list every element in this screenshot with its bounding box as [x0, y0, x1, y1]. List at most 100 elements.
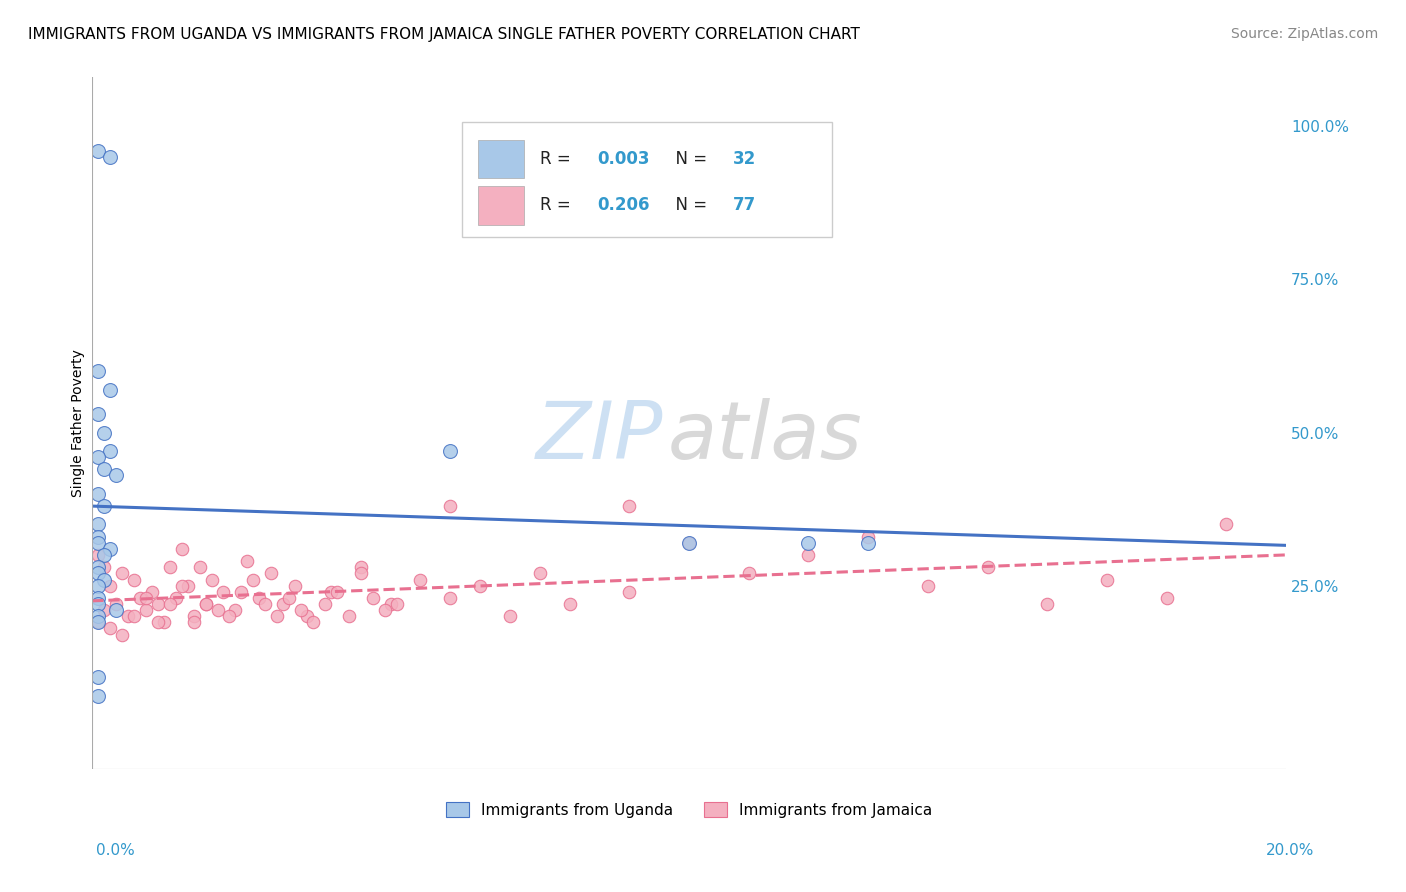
FancyBboxPatch shape: [478, 140, 524, 178]
Point: [374, 603, 396, 617]
Point: [87, 670, 110, 684]
Point: [98, 444, 121, 458]
Point: [176, 579, 198, 593]
Point: [319, 584, 342, 599]
Point: [87, 487, 110, 501]
Point: [153, 615, 176, 630]
Point: [98, 579, 121, 593]
Point: [183, 615, 205, 630]
Text: N =: N =: [665, 150, 713, 168]
Point: [499, 609, 522, 624]
FancyBboxPatch shape: [478, 186, 524, 225]
Point: [111, 627, 134, 641]
Text: 32: 32: [734, 150, 756, 168]
Point: [87, 535, 110, 549]
Point: [87, 560, 110, 574]
Point: [188, 560, 211, 574]
Point: [337, 609, 360, 624]
Point: [87, 579, 110, 593]
Point: [380, 597, 402, 611]
Point: [170, 541, 193, 556]
Point: [1036, 597, 1059, 611]
Point: [326, 584, 349, 599]
Point: [439, 499, 461, 513]
Point: [87, 566, 110, 581]
Point: [200, 573, 222, 587]
Point: [439, 444, 461, 458]
Text: atlas: atlas: [668, 398, 862, 476]
Point: [105, 468, 128, 483]
Point: [87, 615, 110, 630]
Point: [170, 579, 193, 593]
Text: 0.206: 0.206: [598, 196, 650, 214]
Point: [231, 584, 253, 599]
Point: [87, 689, 110, 703]
Point: [350, 566, 373, 581]
Point: [212, 584, 235, 599]
Point: [87, 597, 110, 611]
Point: [87, 364, 110, 378]
Point: [917, 579, 939, 593]
Point: [93, 548, 115, 562]
Point: [856, 530, 879, 544]
Point: [260, 566, 283, 581]
Text: 77: 77: [734, 196, 756, 214]
Text: R =: R =: [540, 196, 576, 214]
Point: [284, 579, 307, 593]
Point: [122, 573, 145, 587]
Point: [93, 560, 115, 574]
Point: [98, 541, 121, 556]
Point: [141, 584, 163, 599]
Text: 0.003: 0.003: [598, 150, 650, 168]
Point: [409, 573, 432, 587]
Point: [254, 597, 277, 611]
Point: [224, 603, 246, 617]
Point: [93, 603, 115, 617]
Text: Source: ZipAtlas.com: Source: ZipAtlas.com: [1230, 27, 1378, 41]
Point: [194, 597, 217, 611]
Point: [194, 597, 217, 611]
Point: [135, 591, 157, 605]
Point: [93, 499, 115, 513]
Point: [797, 548, 820, 562]
Point: [183, 609, 205, 624]
Point: [678, 535, 700, 549]
Point: [87, 615, 110, 630]
Point: [159, 597, 181, 611]
Point: [295, 609, 318, 624]
Point: [135, 603, 157, 617]
Legend: Immigrants from Uganda, Immigrants from Jamaica: Immigrants from Uganda, Immigrants from …: [440, 796, 938, 824]
Y-axis label: Single Father Poverty: Single Father Poverty: [72, 350, 86, 498]
Point: [1215, 517, 1237, 532]
Point: [1156, 591, 1178, 605]
Point: [159, 560, 181, 574]
FancyBboxPatch shape: [463, 122, 832, 236]
Text: 0.0%: 0.0%: [96, 843, 135, 858]
Text: N =: N =: [665, 196, 713, 214]
Point: [470, 579, 492, 593]
Point: [266, 609, 288, 624]
Text: R =: R =: [540, 150, 576, 168]
Text: 20.0%: 20.0%: [1267, 843, 1315, 858]
Point: [207, 603, 229, 617]
Point: [385, 597, 408, 611]
Point: [146, 597, 169, 611]
Point: [146, 615, 169, 630]
Point: [87, 517, 110, 532]
Point: [314, 597, 336, 611]
Point: [93, 462, 115, 476]
Point: [361, 591, 384, 605]
Point: [87, 609, 110, 624]
Point: [797, 535, 820, 549]
Text: ZIP: ZIP: [536, 398, 662, 476]
Point: [87, 144, 110, 158]
Point: [976, 560, 998, 574]
Point: [117, 609, 139, 624]
Point: [236, 554, 259, 568]
Point: [87, 591, 110, 605]
Point: [98, 150, 121, 164]
Point: [1095, 573, 1118, 587]
Point: [350, 560, 373, 574]
Point: [619, 584, 641, 599]
Point: [122, 609, 145, 624]
